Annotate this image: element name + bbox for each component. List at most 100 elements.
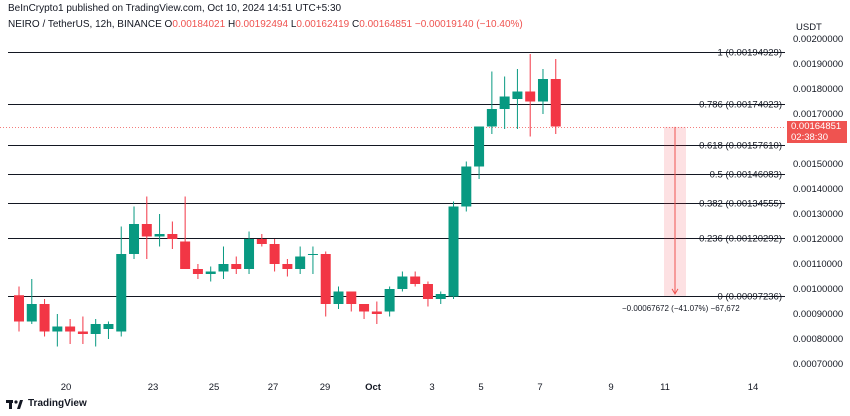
- fib-label-4: 0.382 (0.00134555): [699, 199, 782, 210]
- fib-label-6: 0 (0.00097236): [718, 292, 782, 303]
- price-tick-1: 0.00190000: [793, 59, 843, 70]
- price-tick-4: 0.00150000: [793, 159, 843, 170]
- candle: [410, 271, 421, 287]
- open-label: O: [164, 19, 173, 30]
- candle: [192, 264, 203, 279]
- close-label: C: [352, 19, 360, 30]
- publisher-line: BeInCrypto1 published on TradingView.com…: [8, 3, 342, 14]
- fib-label-3: 0.5 (0.00146083): [710, 170, 782, 181]
- price-tick-5: 0.00140000: [793, 184, 843, 195]
- candle: [116, 226, 127, 337]
- price-tick-12: 0.00070000: [793, 359, 843, 370]
- time-tick-8: 7: [537, 382, 542, 393]
- time-tick-1: 23: [148, 382, 159, 393]
- currency-label: USDT: [796, 22, 822, 33]
- time-tick-6: 3: [429, 382, 434, 393]
- candle: [295, 246, 306, 274]
- fib-label-2: 0.618 (0.00157610): [699, 141, 782, 152]
- low-label: L: [290, 19, 297, 30]
- price-tick-6: 0.00130000: [793, 209, 843, 220]
- fib-label-1: 0.786 (0.00174023): [699, 100, 782, 111]
- candle: [52, 314, 63, 347]
- price-tick-11: 0.00080000: [793, 334, 843, 345]
- candle: [448, 201, 459, 299]
- symbol-name[interactable]: NEIRO / TetherUS, 12h, BINANCE: [8, 19, 162, 30]
- price-tick-3: 0.00170000: [793, 109, 843, 120]
- candle: [218, 246, 229, 279]
- price-tick-2: 0.00180000: [793, 84, 843, 95]
- price-tick-7: 0.00120000: [793, 234, 843, 245]
- measure-label: −0.00067672 (−41.07%) −67,672: [622, 304, 740, 313]
- candle: [384, 286, 395, 317]
- price-axis[interactable]: 0.00200000 0.00190000 0.00180000 0.00170000…: [793, 34, 843, 370]
- candle: [371, 301, 382, 324]
- candle: [269, 239, 280, 272]
- measure-arrow-head: [671, 288, 679, 295]
- time-tick-2: 25: [209, 382, 220, 393]
- time-tick-3: 27: [268, 382, 279, 393]
- time-tick-0: 20: [61, 382, 72, 393]
- price-tick-8: 0.00110000: [793, 259, 843, 270]
- candle: [282, 259, 293, 277]
- low-value: 0.00162419: [296, 19, 350, 30]
- candle: [359, 304, 370, 319]
- candle: [180, 196, 191, 269]
- time-tick-11: 14: [748, 382, 759, 393]
- ohlc-legend: NEIRO / TetherUS, 12h, BINANCE O0.001840…: [8, 19, 523, 30]
- fib-label-0: 1 (0.00194929): [718, 48, 782, 59]
- high-label: H: [227, 19, 236, 30]
- candle: [461, 161, 472, 212]
- tradingview-logo[interactable]: TradingView: [6, 398, 87, 409]
- time-tick-7: 5: [478, 382, 483, 393]
- candle: [550, 59, 561, 134]
- candle: [77, 316, 88, 344]
- last-price-badge: 0.00164851 02:38:30: [787, 121, 847, 143]
- candle: [525, 54, 536, 137]
- candle: [205, 266, 216, 282]
- time-tick-4: 29: [320, 382, 331, 393]
- time-tick-9: 9: [608, 382, 613, 393]
- fib-levels[interactable]: 1 (0.00194929) 0.786 (0.00174023) 0.618 (0…: [8, 48, 785, 303]
- candle: [244, 231, 255, 274]
- candle: [90, 319, 101, 347]
- time-tick-5: Oct: [365, 382, 382, 393]
- measure-tool[interactable]: [664, 126, 686, 296]
- candle: [307, 246, 318, 274]
- tradingview-icon: [6, 399, 23, 409]
- high-value: 0.00192494: [235, 19, 289, 30]
- countdown-timer: 02:38:30: [791, 132, 828, 143]
- candle: [512, 69, 523, 129]
- candle: [14, 286, 24, 332]
- last-price-value: 0.00164851: [791, 121, 842, 132]
- candle: [499, 76, 510, 129]
- candle: [486, 71, 497, 134]
- price-tick-9: 0.00100000: [793, 284, 843, 295]
- open-value: 0.00184021: [172, 19, 226, 30]
- candle: [256, 234, 267, 247]
- change-value: −0.00019140 (−10.40%): [414, 19, 523, 30]
- candle: [435, 291, 446, 304]
- fib-label-5: 0.236 (0.00120292): [699, 234, 782, 245]
- candle: [333, 286, 344, 309]
- candle: [422, 281, 433, 307]
- candle: [537, 69, 548, 114]
- candle: [474, 126, 485, 179]
- time-axis[interactable]: 20 23 25 27 29 Oct 3 5 7 9 11 14: [61, 382, 759, 393]
- candle: [397, 271, 408, 292]
- candle: [65, 319, 76, 344]
- candle: [26, 279, 37, 324]
- candle: [231, 256, 242, 274]
- candle: [320, 251, 331, 317]
- candle: [167, 221, 178, 249]
- candle: [129, 206, 140, 259]
- candles: [14, 54, 561, 347]
- candle: [39, 299, 50, 337]
- close-value: 0.00164851: [359, 19, 413, 30]
- price-tick-10: 0.00090000: [793, 309, 843, 320]
- candle: [141, 196, 152, 259]
- candle: [346, 291, 357, 312]
- price-tick-0: 0.00200000: [793, 34, 843, 45]
- time-tick-10: 11: [660, 382, 670, 393]
